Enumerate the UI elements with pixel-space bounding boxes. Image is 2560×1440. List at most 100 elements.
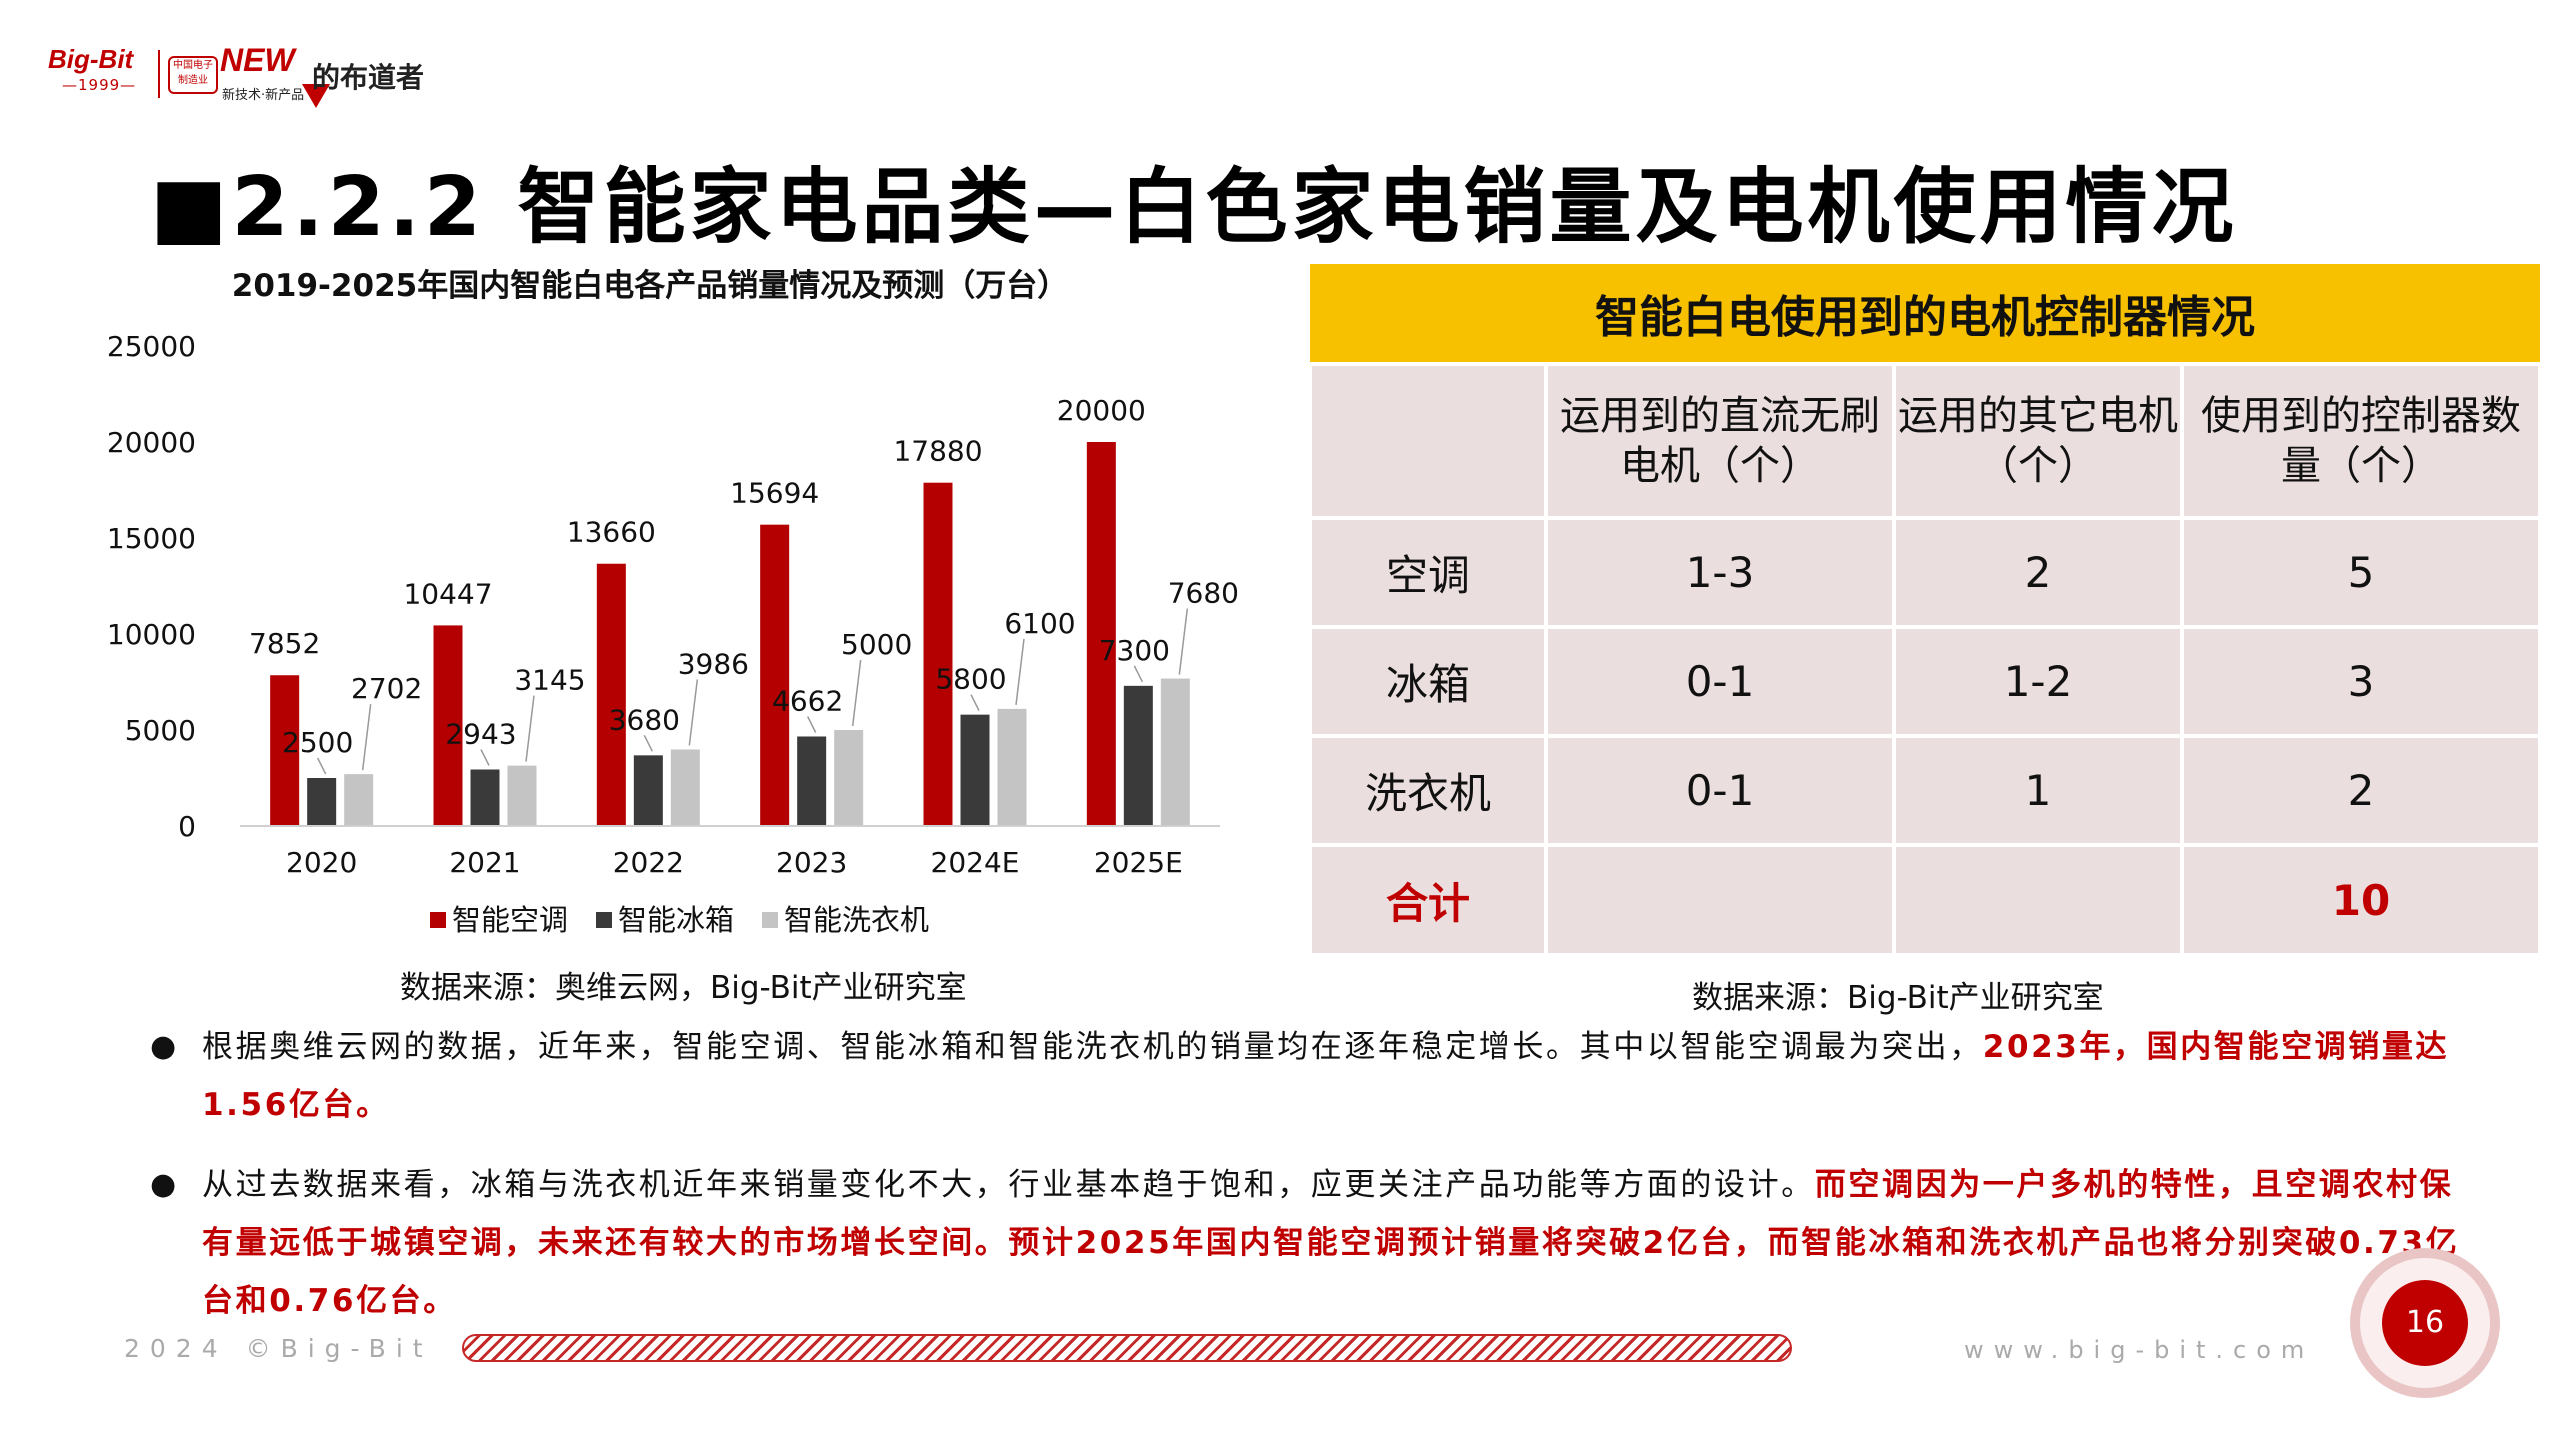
legend-swatch [762, 912, 778, 928]
legend-swatch [596, 912, 612, 928]
bar-washer [834, 730, 864, 826]
bullet-dot-icon: ● [150, 1029, 179, 1064]
leader-line [480, 749, 490, 766]
leader-line [316, 757, 327, 775]
x-tick-label: 2025E [1094, 846, 1183, 879]
data-label: 13660 [567, 516, 656, 549]
y-tick-label: 25000 [107, 330, 196, 363]
table-cell: 0-1 [1544, 625, 1896, 738]
table-total-cell [1892, 843, 2184, 957]
bar-ac [923, 482, 953, 826]
y-tick-label: 10000 [107, 618, 196, 651]
x-tick-label: 2023 [776, 846, 847, 879]
bar-washer [997, 708, 1027, 826]
bullet-highlight: 而空调因为一户多机的特性，且空调农村保有量远低于城镇空调，未来还有较大的市场增长… [202, 1167, 2460, 1319]
data-label: 15694 [730, 477, 819, 510]
logo-brand: Big-Bit [48, 44, 134, 74]
x-tick-label: 2020 [286, 846, 357, 879]
table-total-cell: 10 [2180, 843, 2542, 957]
bar-fridge [307, 778, 337, 826]
bullet-list: ● 根据奥维云网的数据，近年来，智能空调、智能冰箱和智能洗衣机的销量均在逐年稳定增… [150, 1018, 2470, 1352]
bar-fridge [960, 714, 990, 826]
bar-washer [344, 774, 374, 826]
y-axis: 0 5000 10000 15000 20000 25000 [107, 330, 196, 843]
chart-title: 2019-2025年国内智能白电各产品销量情况及预测（万台） [232, 268, 1068, 304]
y-tick-label: 0 [178, 810, 196, 843]
chart-svg: 2019-2025年国内智能白电各产品销量情况及预测（万台） 0 5000 1000… [107, 268, 1239, 937]
data-label: 7300 [1099, 634, 1170, 667]
chart-source: 数据来源：奥维云网，Big-Bit产业研究室 [400, 970, 967, 1006]
bar-washer [670, 749, 700, 826]
table-cell: 1-3 [1544, 516, 1896, 629]
data-label: 10447 [403, 577, 492, 610]
data-label: 2500 [282, 726, 353, 759]
sales-bar-chart: 2019-2025年国内智能白电各产品销量情况及预测（万台） 0 5000 1000… [90, 260, 1290, 1020]
bar-fridge [1123, 685, 1153, 826]
bullet-item: ● 从过去数据来看，冰箱与洗衣机近年来销量变化不大，行业基本趋于饱和，应更关注产品… [150, 1156, 2470, 1330]
data-label: 3986 [678, 647, 749, 680]
bar-ac [760, 524, 790, 826]
logo-triangle-icon [302, 84, 330, 108]
table-header-cell: 运用到的直流无刷电机（个） [1544, 362, 1896, 520]
bullet-item: ● 根据奥维云网的数据，近年来，智能空调、智能冰箱和智能洗衣机的销量均在逐年稳定增… [150, 1018, 2470, 1134]
leader-line [643, 735, 654, 752]
table-cell: 冰箱 [1308, 625, 1548, 738]
logo-box: 中国电子制造业 [168, 56, 218, 94]
bar-ac [596, 563, 626, 826]
x-tick-label: 2022 [613, 846, 684, 879]
table-source: 数据来源：Big-Bit产业研究室 [1692, 980, 2104, 1016]
logo-year: —1999— [62, 76, 137, 94]
leader-line [525, 695, 535, 762]
table-cell: 2 [2180, 734, 2542, 847]
page-number-badge: 16 [2350, 1248, 2500, 1398]
brand-logo: Big-Bit —1999— 中国电子制造业 NEW 新技术·新产品 的布道者 [40, 38, 460, 108]
data-label: 20000 [1057, 394, 1146, 427]
bar-ac [1086, 442, 1116, 826]
data-label: 17880 [893, 435, 982, 468]
data-label: 2702 [351, 672, 422, 705]
table-cell: 5 [2180, 516, 2542, 629]
leader-line [1015, 638, 1025, 705]
legend-swatch [430, 912, 446, 928]
plot-area: 7852 2500 2702 10447 2943 3145 13660 3680 3986 15… [249, 394, 1239, 826]
legend-label: 智能空调 [452, 903, 568, 937]
data-label: 3680 [609, 703, 680, 736]
bar-ac [270, 675, 300, 826]
table-caption: 智能白电使用到的电机控制器情况 [1310, 264, 2540, 366]
bar-fridge [633, 755, 663, 826]
x-axis: 2020 2021 2022 2023 2024E 2025E [240, 825, 1220, 879]
bullet-text: 从过去数据来看，冰箱与洗衣机近年来销量变化不大，行业基本趋于饱和，应更关注产品功… [202, 1167, 1815, 1203]
legend-label: 智能洗衣机 [784, 903, 929, 937]
y-tick-label: 5000 [125, 714, 196, 747]
page-number: 16 [2382, 1280, 2468, 1366]
leader-line [1178, 608, 1189, 675]
table-cell: 洗衣机 [1308, 734, 1548, 847]
logo-tagline: 的布道者 [312, 61, 425, 94]
table-header-cell: 使用到的控制器数量（个） [2180, 362, 2542, 520]
bar-washer [507, 765, 537, 826]
bullet-dot-icon: ● [150, 1167, 179, 1202]
table-cell: 1 [1892, 734, 2184, 847]
table-header-row: 运用到的直流无刷电机（个） 运用的其它电机（个） 使用到的控制器数量（个） [1308, 362, 2542, 520]
leader-line [1133, 665, 1144, 683]
leader-line [851, 659, 862, 727]
table-header-cell [1308, 362, 1548, 520]
table-cell: 0-1 [1544, 734, 1896, 847]
table-cell: 1-2 [1892, 625, 2184, 738]
y-tick-label: 20000 [107, 426, 196, 459]
data-label: 7852 [249, 627, 320, 660]
table-cell: 3 [2180, 625, 2542, 738]
bar-fridge [470, 769, 500, 826]
table-header-cell: 运用的其它电机（个） [1892, 362, 2184, 520]
bar-washer [1160, 678, 1190, 826]
data-label: 3145 [514, 664, 585, 697]
data-label: 2943 [445, 717, 516, 750]
x-tick-label: 2024E [931, 846, 1020, 879]
table-cell: 2 [1892, 516, 2184, 629]
bar-ac [433, 625, 463, 826]
logo-new-sub: 新技术·新产品 [222, 88, 305, 103]
logo-separator [158, 50, 160, 98]
bullet-text: 根据奥维云网的数据，近年来，智能空调、智能冰箱和智能洗衣机的销量均在逐年稳定增长… [202, 1029, 1983, 1065]
chart-legend: 智能空调 智能冰箱 智能洗衣机 [430, 903, 929, 937]
y-tick-label: 15000 [107, 522, 196, 555]
